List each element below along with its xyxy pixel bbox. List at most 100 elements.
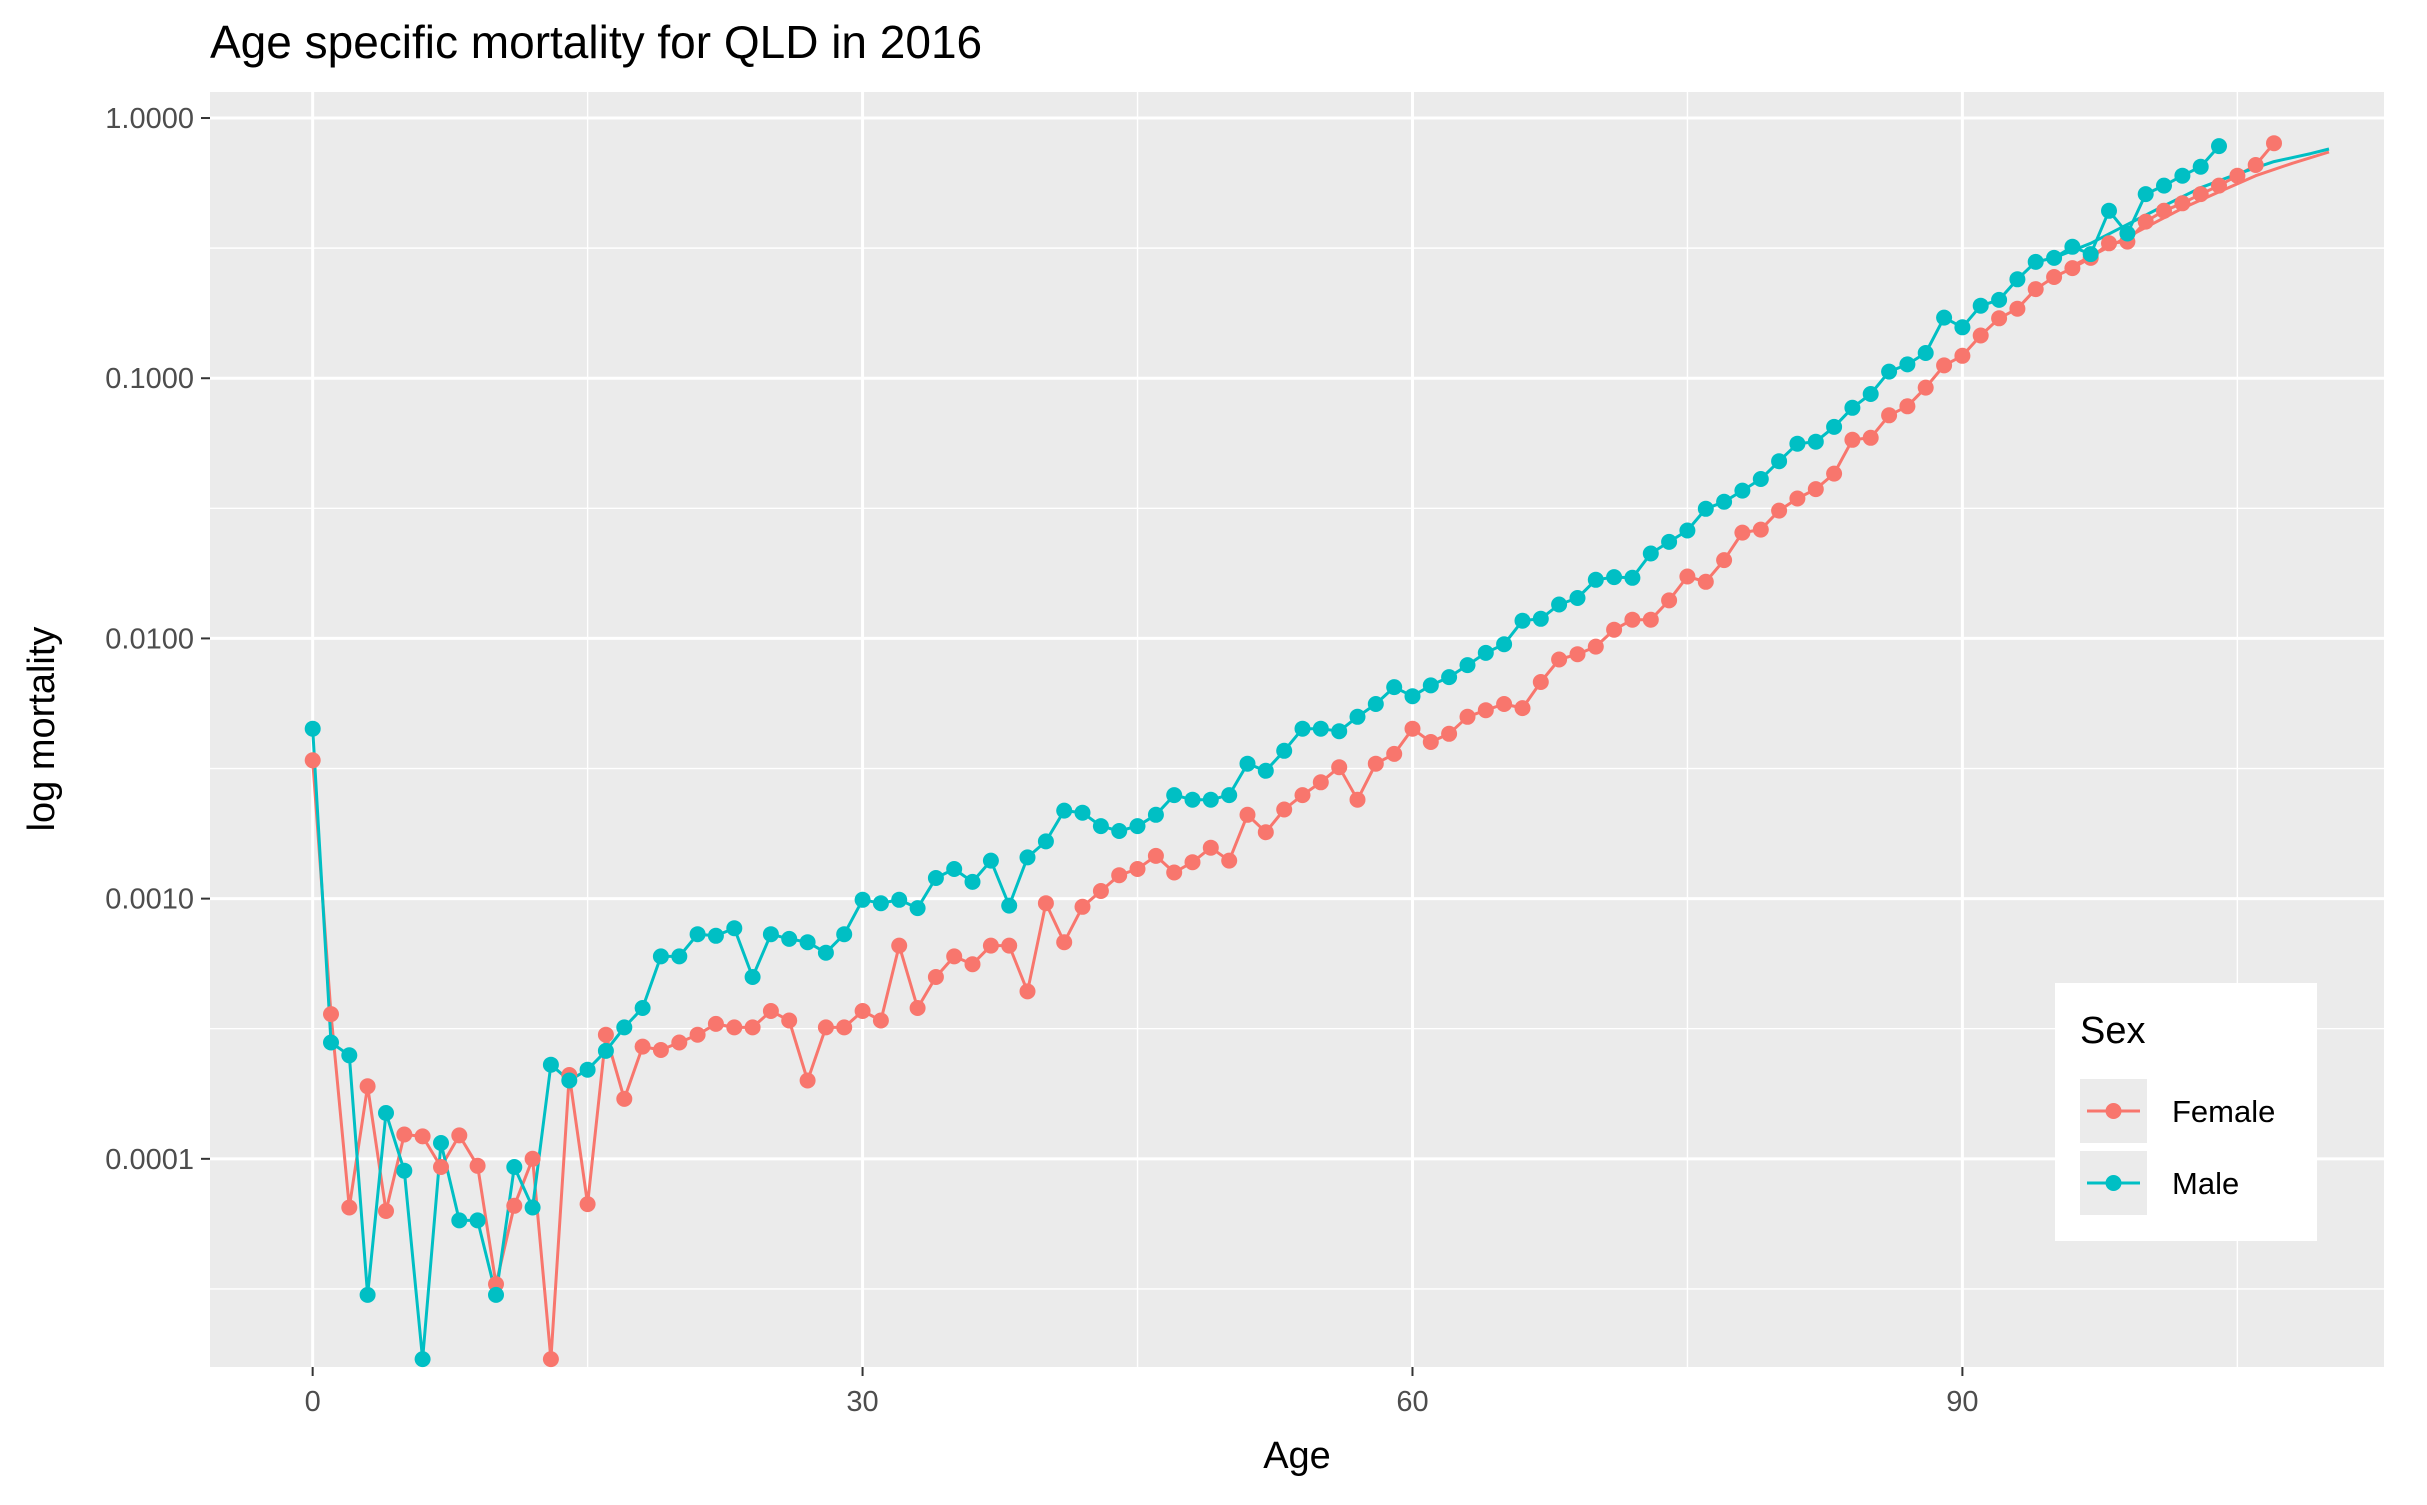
- female-data-point: [1972, 327, 1989, 344]
- male-data-point: [1991, 291, 2008, 308]
- female-data-point: [1661, 592, 1678, 609]
- male-data-point: [1349, 708, 1366, 725]
- female-data-point: [1221, 852, 1238, 869]
- male-data-point: [1734, 482, 1751, 499]
- female-data-point: [799, 1072, 816, 1089]
- female-data-point: [1532, 674, 1549, 690]
- male-data-point: [1441, 669, 1458, 686]
- male-data-point: [2119, 225, 2136, 242]
- female-data-point: [781, 1012, 798, 1029]
- female-data-point: [1276, 801, 1293, 818]
- female-data-point: [652, 1042, 669, 1058]
- female-data-point: [707, 1015, 724, 1032]
- female-data-point: [2101, 235, 2117, 252]
- female-data-point: [1294, 787, 1311, 804]
- female-data-point: [1056, 934, 1073, 951]
- male-data-point: [378, 1105, 394, 1121]
- male-data-point: [1147, 806, 1164, 823]
- female-data-point: [836, 1019, 853, 1036]
- male-data-point: [946, 861, 963, 877]
- male-data-point: [836, 926, 853, 943]
- male-data-point: [323, 1034, 339, 1051]
- female-data-point: [1917, 379, 1934, 396]
- female-data-point: [2027, 281, 2044, 298]
- female-data-point: [817, 1019, 834, 1036]
- male-data-point: [1367, 696, 1384, 712]
- male-data-point: [1184, 791, 1201, 808]
- male-data-point: [689, 926, 706, 943]
- series-points: [304, 135, 2282, 1368]
- female-data-point: [414, 1128, 431, 1145]
- male-data-point: [1166, 787, 1183, 804]
- male-data-point: [616, 1019, 633, 1036]
- female-data-point: [597, 1026, 614, 1043]
- male-data-point: [597, 1042, 614, 1059]
- male-data-point: [927, 870, 944, 886]
- male-data-point: [2101, 202, 2117, 219]
- male-data-point: [1551, 596, 1568, 613]
- female-data-point: [2156, 202, 2172, 219]
- male-data-point: [1679, 522, 1696, 539]
- male-data-point: [2174, 167, 2191, 184]
- female-data-point: [1789, 490, 1806, 507]
- male-data-point: [1569, 590, 1586, 606]
- male-data-point: [781, 930, 798, 947]
- male-data-point: [634, 1000, 651, 1016]
- female-data-point: [891, 937, 908, 954]
- female-data-point: [1826, 465, 1843, 482]
- male-data-point: [1092, 818, 1109, 835]
- female-data-point: [2009, 300, 2026, 317]
- male-data-point: [1899, 356, 1916, 373]
- female-data-point: [1386, 745, 1403, 762]
- male-data-point: [1294, 720, 1311, 737]
- male-data-point: [2211, 138, 2227, 155]
- male-data-point: [2192, 158, 2209, 175]
- female-data-point: [2137, 213, 2154, 230]
- male-data-point: [1661, 533, 1678, 550]
- female-data-point: [1642, 611, 1659, 628]
- female-data-point: [634, 1038, 651, 1055]
- legend-label-female: Female: [2172, 1094, 2275, 1129]
- male-data-point: [964, 873, 981, 890]
- legend-title: Sex: [2080, 1010, 2145, 1052]
- male-data-point: [524, 1199, 541, 1216]
- male-data-point: [433, 1135, 449, 1151]
- female-data-point: [433, 1159, 449, 1175]
- female-data-point: [1166, 864, 1183, 881]
- female-data-point: [1037, 895, 1054, 912]
- female-data-point: [927, 969, 944, 985]
- female-data-point: [579, 1196, 596, 1213]
- female-data-point: [854, 1003, 871, 1019]
- male-data-point: [2046, 249, 2063, 266]
- male-data-point: [1056, 802, 1073, 819]
- male-data-point: [1477, 644, 1494, 661]
- female-data-point: [524, 1150, 541, 1167]
- female-data-point: [1569, 646, 1586, 663]
- female-data-point: [469, 1157, 486, 1174]
- y-axis-label: log mortality: [21, 627, 63, 832]
- female-data-point: [2247, 157, 2264, 173]
- x-axis: 0 30 60 90: [305, 1367, 1979, 1418]
- male-data-point: [2009, 271, 2026, 288]
- female-data-point: [396, 1126, 413, 1143]
- female-data-point: [506, 1197, 523, 1214]
- male-data-point: [1386, 679, 1403, 696]
- male-data-point: [488, 1286, 504, 1303]
- female-data-point: [323, 1006, 339, 1023]
- chart-title: Age specific mortality for QLD in 2016: [210, 16, 982, 68]
- female-data-point: [1202, 839, 1219, 856]
- female-data-point: [1771, 502, 1788, 519]
- male-data-point: [1642, 545, 1659, 562]
- male-data-point: [2064, 238, 2081, 255]
- female-data-point: [689, 1026, 706, 1043]
- female-data-point: [1862, 429, 1879, 446]
- female-data-point: [872, 1012, 889, 1029]
- male-data-point: [1312, 720, 1329, 737]
- female-data-point: [1679, 568, 1696, 585]
- male-data-point: [1532, 610, 1549, 627]
- male-data-point: [1936, 309, 1953, 326]
- legend-point-male: [2105, 1175, 2122, 1191]
- female-data-point: [1404, 720, 1421, 737]
